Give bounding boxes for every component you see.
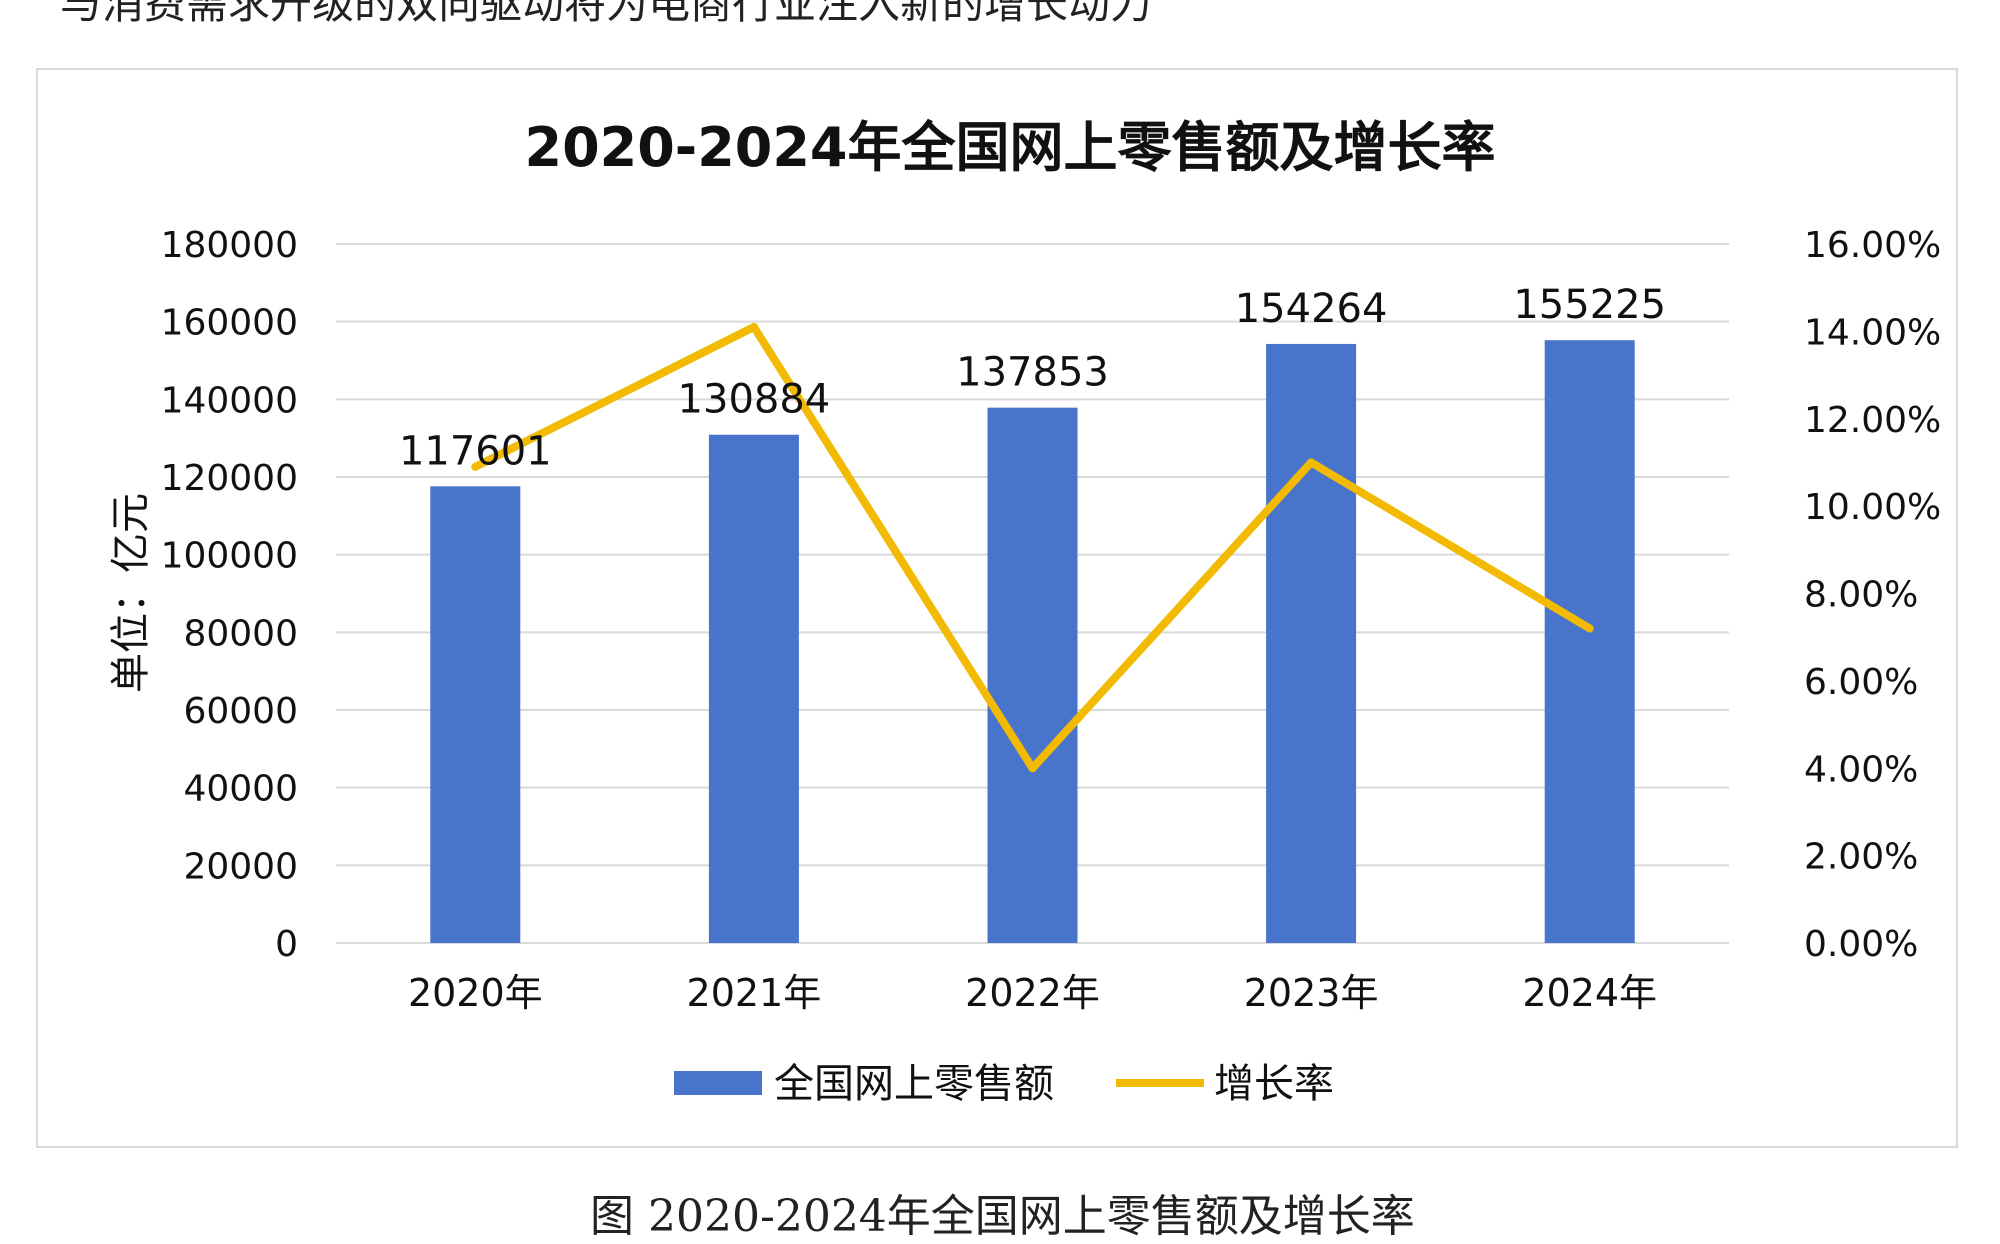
y-tick-label-right: 0.00% (1804, 924, 1918, 965)
chart-area: 2020-2024年全国网上零售额及增长率 单位：亿元 0 20000 40000 6… (36, 68, 1958, 1148)
bar (987, 407, 1078, 943)
x-tick-label: 2021年 (687, 971, 822, 1015)
y-axis-left-ticks: 0 20000 40000 60000 80000 100000 120000 140000 1… (161, 225, 298, 965)
bar-value-label: 137853 (956, 350, 1109, 396)
y-tick-label-left: 40000 (183, 769, 298, 810)
y-tick-label-right: 16.00% (1804, 225, 1941, 266)
y-axis-label: 单位：亿元 (108, 493, 154, 693)
legend-label-line: 增长率 (1214, 1061, 1334, 1107)
growth-rate-point (1028, 764, 1037, 773)
bar (708, 434, 799, 943)
y-axis-right-ticks: 0.00% 2.00% 4.00% 6.00% 8.00% 10.00% 12.00% 14.… (1804, 225, 1941, 965)
x-tick-label: 2020年 (408, 971, 543, 1015)
y-tick-label-right: 2.00% (1804, 837, 1918, 878)
bar-value-label: 155225 (1513, 282, 1666, 328)
bar (1544, 340, 1635, 943)
y-tick-label-left: 60000 (183, 691, 298, 732)
y-tick-label-left: 0 (275, 924, 298, 965)
y-tick-label-right: 8.00% (1804, 575, 1918, 616)
bar-value-label: 130884 (678, 377, 831, 423)
bar-series (430, 340, 1635, 943)
bar-value-label: 154264 (1235, 286, 1388, 332)
y-tick-label-right: 10.00% (1804, 487, 1941, 528)
y-tick-label-left: 120000 (161, 458, 298, 499)
growth-rate-point (1585, 624, 1594, 633)
growth-rate-point (1307, 458, 1316, 467)
bar-data-labels: 117601 130884 137853 154264 155225 (399, 282, 1666, 474)
y-tick-label-right: 14.00% (1804, 312, 1941, 353)
y-tick-label-left: 80000 (183, 613, 298, 654)
growth-rate-point (749, 323, 758, 332)
legend-swatch-bar (674, 1071, 762, 1095)
line-series (471, 323, 1594, 773)
bar-value-label: 117601 (399, 428, 552, 474)
x-tick-label: 2024年 (1522, 971, 1657, 1015)
y-tick-label-left: 20000 (183, 846, 298, 887)
growth-rate-point (471, 462, 480, 471)
y-tick-label-right: 12.00% (1804, 400, 1941, 441)
legend: 全国网上零售额 增长率 (674, 1061, 1334, 1107)
x-tick-label: 2022年 (965, 971, 1100, 1015)
legend-label-bar: 全国网上零售额 (774, 1061, 1054, 1107)
y-tick-label-left: 140000 (161, 380, 298, 421)
x-axis-ticks: 2020年 2021年 2022年 2023年 2024年 (408, 971, 1657, 1015)
bar (430, 486, 521, 943)
figure-caption: 图 2020-2024年全国网上零售额及增长率 (590, 1191, 1415, 1242)
body-text-line: 与消费需求升级的双向驱动将为电商行业注入新的增长动力 (60, 0, 1153, 28)
bar (1266, 343, 1357, 943)
y-tick-label-right: 6.00% (1804, 662, 1918, 703)
y-tick-label-right: 4.00% (1804, 749, 1918, 790)
y-tick-label-left: 180000 (161, 225, 298, 266)
chart-title: 2020-2024年全国网上零售额及增长率 (525, 116, 1496, 179)
y-tick-label-left: 100000 (161, 536, 298, 577)
y-tick-label-left: 160000 (161, 303, 298, 344)
x-tick-label: 2023年 (1244, 971, 1379, 1015)
chart-svg: 2020-2024年全国网上零售额及增长率 单位：亿元 0 20000 40000 6… (108, 116, 1941, 1107)
